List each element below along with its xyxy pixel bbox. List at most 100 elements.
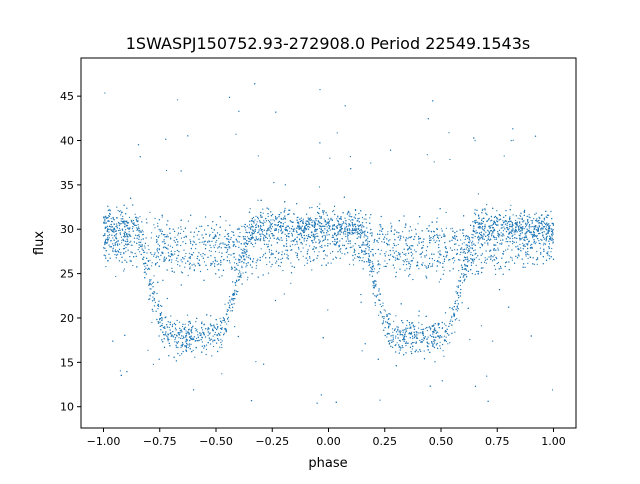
data-point <box>268 249 270 251</box>
data-point <box>123 268 125 270</box>
data-point <box>288 227 291 229</box>
data-point <box>485 262 487 264</box>
data-point <box>232 253 234 255</box>
data-point <box>536 219 538 221</box>
data-point <box>426 338 428 340</box>
data-point <box>329 252 332 254</box>
data-point <box>162 260 165 262</box>
data-point <box>400 330 402 332</box>
data-point <box>351 216 353 218</box>
data-point <box>444 235 446 237</box>
data-point <box>262 234 265 236</box>
data-point <box>515 241 518 243</box>
data-point <box>445 227 447 229</box>
data-point <box>514 230 516 232</box>
data-point <box>321 244 323 246</box>
data-point <box>369 274 371 276</box>
data-point <box>274 228 276 230</box>
data-point <box>185 345 187 347</box>
data-point <box>238 246 240 248</box>
data-point <box>116 206 118 208</box>
data-point <box>158 335 160 337</box>
data-point <box>441 327 443 329</box>
data-point <box>201 345 203 347</box>
data-point <box>161 216 163 218</box>
data-point <box>346 232 349 234</box>
data-point <box>352 228 354 230</box>
data-point <box>203 347 205 349</box>
data-point <box>550 251 552 253</box>
data-point <box>402 231 404 233</box>
data-point <box>154 301 156 303</box>
data-point <box>167 248 169 250</box>
data-point <box>346 213 348 215</box>
data-point <box>422 339 424 341</box>
data-point <box>426 154 428 156</box>
data-point <box>551 239 553 241</box>
data-point <box>480 243 482 245</box>
data-point <box>251 225 253 227</box>
data-point <box>518 255 520 257</box>
data-point <box>222 243 224 245</box>
data-point <box>536 218 538 220</box>
data-point <box>243 248 245 250</box>
data-point <box>323 213 325 215</box>
data-point <box>508 233 510 235</box>
data-point <box>252 229 254 231</box>
data-point <box>334 240 336 242</box>
data-point <box>440 347 442 349</box>
data-point <box>298 234 300 236</box>
data-point <box>197 255 199 257</box>
data-point <box>386 336 388 338</box>
data-point <box>486 204 488 206</box>
data-point <box>162 247 164 249</box>
data-point <box>316 206 318 208</box>
data-point <box>511 257 513 259</box>
data-point <box>255 267 257 269</box>
data-point <box>399 340 401 342</box>
data-point <box>192 240 194 242</box>
data-point <box>536 235 538 237</box>
data-point <box>188 252 191 254</box>
data-point <box>478 232 481 235</box>
data-point <box>125 251 127 253</box>
data-point <box>230 238 232 240</box>
data-point <box>488 219 490 221</box>
data-point <box>467 237 469 239</box>
data-point <box>284 233 286 235</box>
data-point <box>268 234 270 236</box>
data-point <box>266 233 268 235</box>
data-point <box>318 227 320 229</box>
data-point <box>261 222 263 224</box>
data-point <box>494 238 496 241</box>
data-point <box>185 326 187 328</box>
data-point <box>425 254 428 256</box>
data-point <box>120 236 122 238</box>
data-point <box>109 257 111 259</box>
data-point <box>368 240 370 243</box>
data-point <box>175 344 177 346</box>
data-point <box>486 214 488 216</box>
data-point <box>189 266 191 268</box>
data-point <box>381 241 383 243</box>
data-point <box>240 273 242 275</box>
data-point <box>533 234 535 236</box>
data-point <box>148 248 150 251</box>
data-point <box>485 212 487 214</box>
data-point <box>145 237 147 239</box>
data-point <box>372 265 375 267</box>
data-point <box>314 233 316 235</box>
data-point <box>130 240 132 242</box>
data-point <box>275 218 277 220</box>
data-point <box>437 251 439 253</box>
data-point <box>114 228 116 231</box>
data-point <box>278 238 280 240</box>
data-point <box>492 340 494 342</box>
data-point <box>415 337 418 339</box>
data-point <box>412 253 414 255</box>
data-point <box>183 327 185 329</box>
data-point <box>548 255 551 257</box>
data-point <box>211 325 213 327</box>
data-point <box>552 229 554 231</box>
data-point <box>145 273 147 275</box>
